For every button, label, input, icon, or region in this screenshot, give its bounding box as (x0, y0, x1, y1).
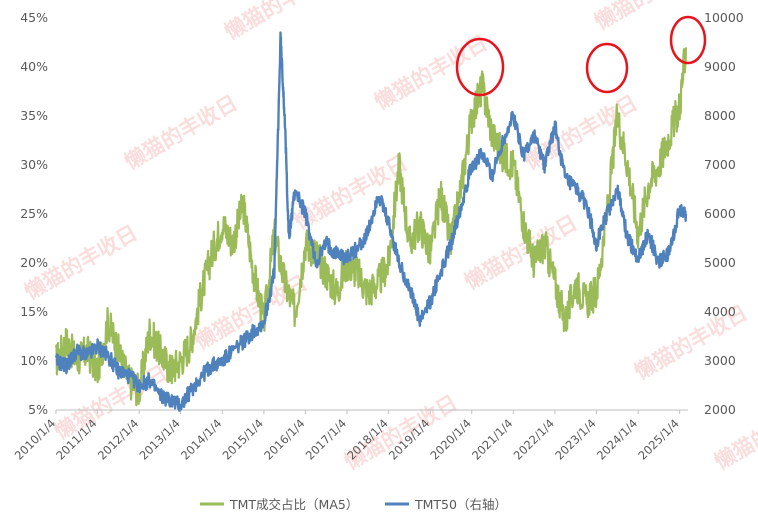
highlight-circle-2020 (455, 37, 505, 97)
right-tick-label: 3000 (704, 353, 736, 368)
left-tick-label: 10% (20, 353, 48, 368)
legend-label: TMT50（右轴） (414, 497, 507, 512)
legend: TMT成交占比（MA5） TMT50（右轴） (200, 497, 507, 512)
right-axis: 2000 3000 4000 5000 6000 7000 8000 9000 10000 (704, 10, 744, 417)
highlight-circle-2025 (669, 15, 707, 65)
right-tick-label: 5000 (704, 255, 736, 270)
series-layer (54, 31, 688, 412)
right-tick-label: 7000 (704, 157, 736, 172)
series-line-tmt50 (54, 31, 688, 412)
left-tick-label: 5% (28, 402, 48, 417)
x-tick-label: 2016/1/4 (261, 416, 307, 462)
watermark-text: 懒猫的丰收日 (371, 31, 492, 115)
left-tick-label: 40% (20, 59, 48, 74)
x-tick-label: 2014/1/4 (178, 416, 224, 462)
x-axis: 2010/1/42011/1/42012/1/42013/1/42014/1/4… (12, 410, 682, 463)
left-tick-label: 30% (20, 157, 48, 172)
right-tick-label: 8000 (704, 108, 736, 123)
x-tick-label: 2021/1/4 (469, 416, 515, 462)
x-tick-label: 2025/1/4 (635, 416, 681, 462)
watermark-text: 懒猫的丰收日 (51, 361, 172, 445)
left-axis: 5% 10% 15% 20% 25% 30% 35% 40% 45% (20, 10, 48, 417)
x-tick-label: 2024/1/4 (594, 416, 640, 462)
left-tick-label: 15% (20, 304, 48, 319)
x-tick-label: 2015/1/4 (220, 416, 266, 462)
right-tick-label: 4000 (704, 304, 736, 319)
right-tick-label: 9000 (704, 59, 736, 74)
right-tick-label: 10000 (704, 10, 744, 25)
x-tick-label: 2012/1/4 (95, 416, 141, 462)
x-tick-label: 2023/1/4 (552, 416, 598, 462)
highlight-circle-2023 (585, 42, 629, 94)
right-tick-label: 2000 (704, 402, 736, 417)
watermark-text: 懒猫的丰收日 (341, 391, 462, 475)
watermark-text: 懒猫的丰收日 (121, 91, 242, 175)
legend-label: TMT成交占比（MA5） (229, 497, 358, 512)
left-tick-label: 20% (20, 255, 48, 270)
left-tick-label: 35% (20, 108, 48, 123)
left-tick-label: 25% (20, 206, 48, 221)
right-tick-label: 6000 (704, 206, 736, 221)
highlight-circles (455, 15, 707, 97)
left-tick-label: 45% (20, 10, 48, 25)
x-tick-label: 2013/1/4 (136, 416, 182, 462)
x-tick-label: 2010/1/4 (12, 416, 58, 462)
x-tick-label: 2022/1/4 (511, 416, 557, 462)
series-line-tmt-share (54, 47, 687, 407)
